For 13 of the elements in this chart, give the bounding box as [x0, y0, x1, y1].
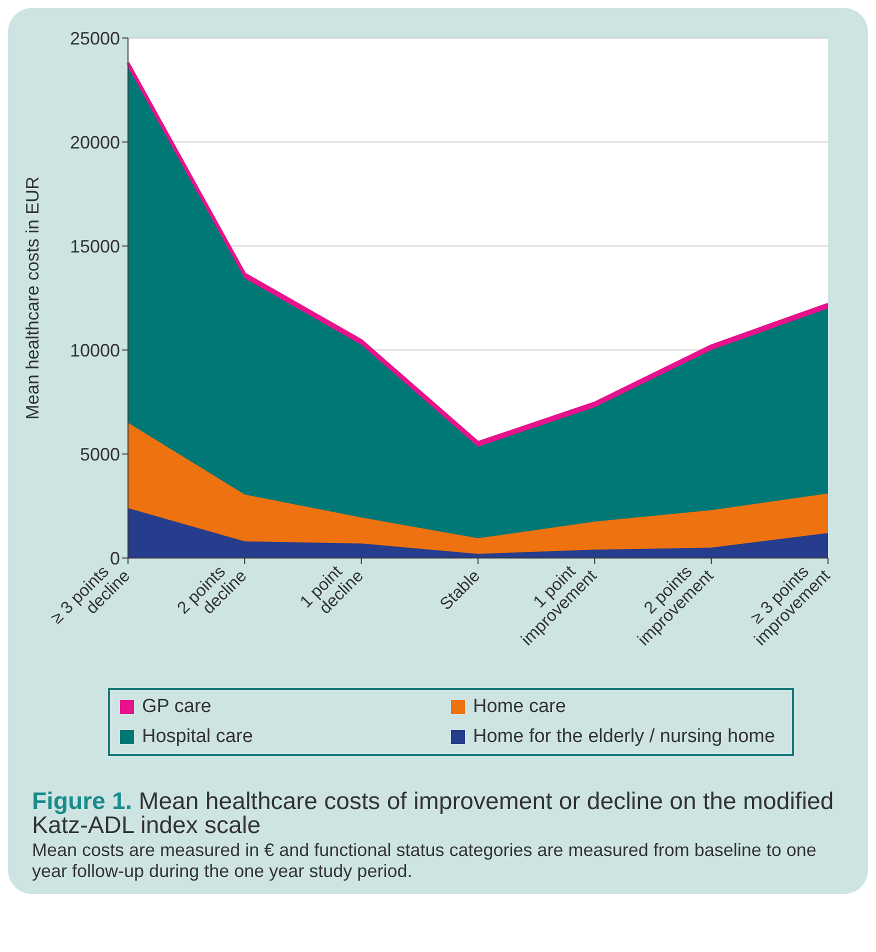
y-tick-label: 0 — [110, 548, 120, 568]
y-tick-label: 15000 — [70, 236, 120, 256]
legend-label: GP care — [142, 696, 212, 718]
y-axis-title: Mean healthcare costs in EUR — [22, 176, 42, 420]
y-tick-label: 5000 — [80, 444, 120, 464]
legend-label: Home care — [473, 696, 566, 718]
legend-label: Home for the elderly / nursing home — [473, 726, 776, 748]
y-tick-label: 10000 — [70, 340, 120, 360]
text: Mean costs are measured in € and functional status categories are measured from baseline to one year follow-up during the one year study period. — [32, 840, 818, 882]
y-tick-label: 20000 — [70, 132, 120, 152]
text: Figure 1. Mean healthcare costs of improvement or decline on the modified Katz-ADL index scale — [32, 788, 834, 839]
y-tick-label: 25000 — [70, 28, 120, 48]
legend-label: Hospital care — [142, 726, 253, 748]
